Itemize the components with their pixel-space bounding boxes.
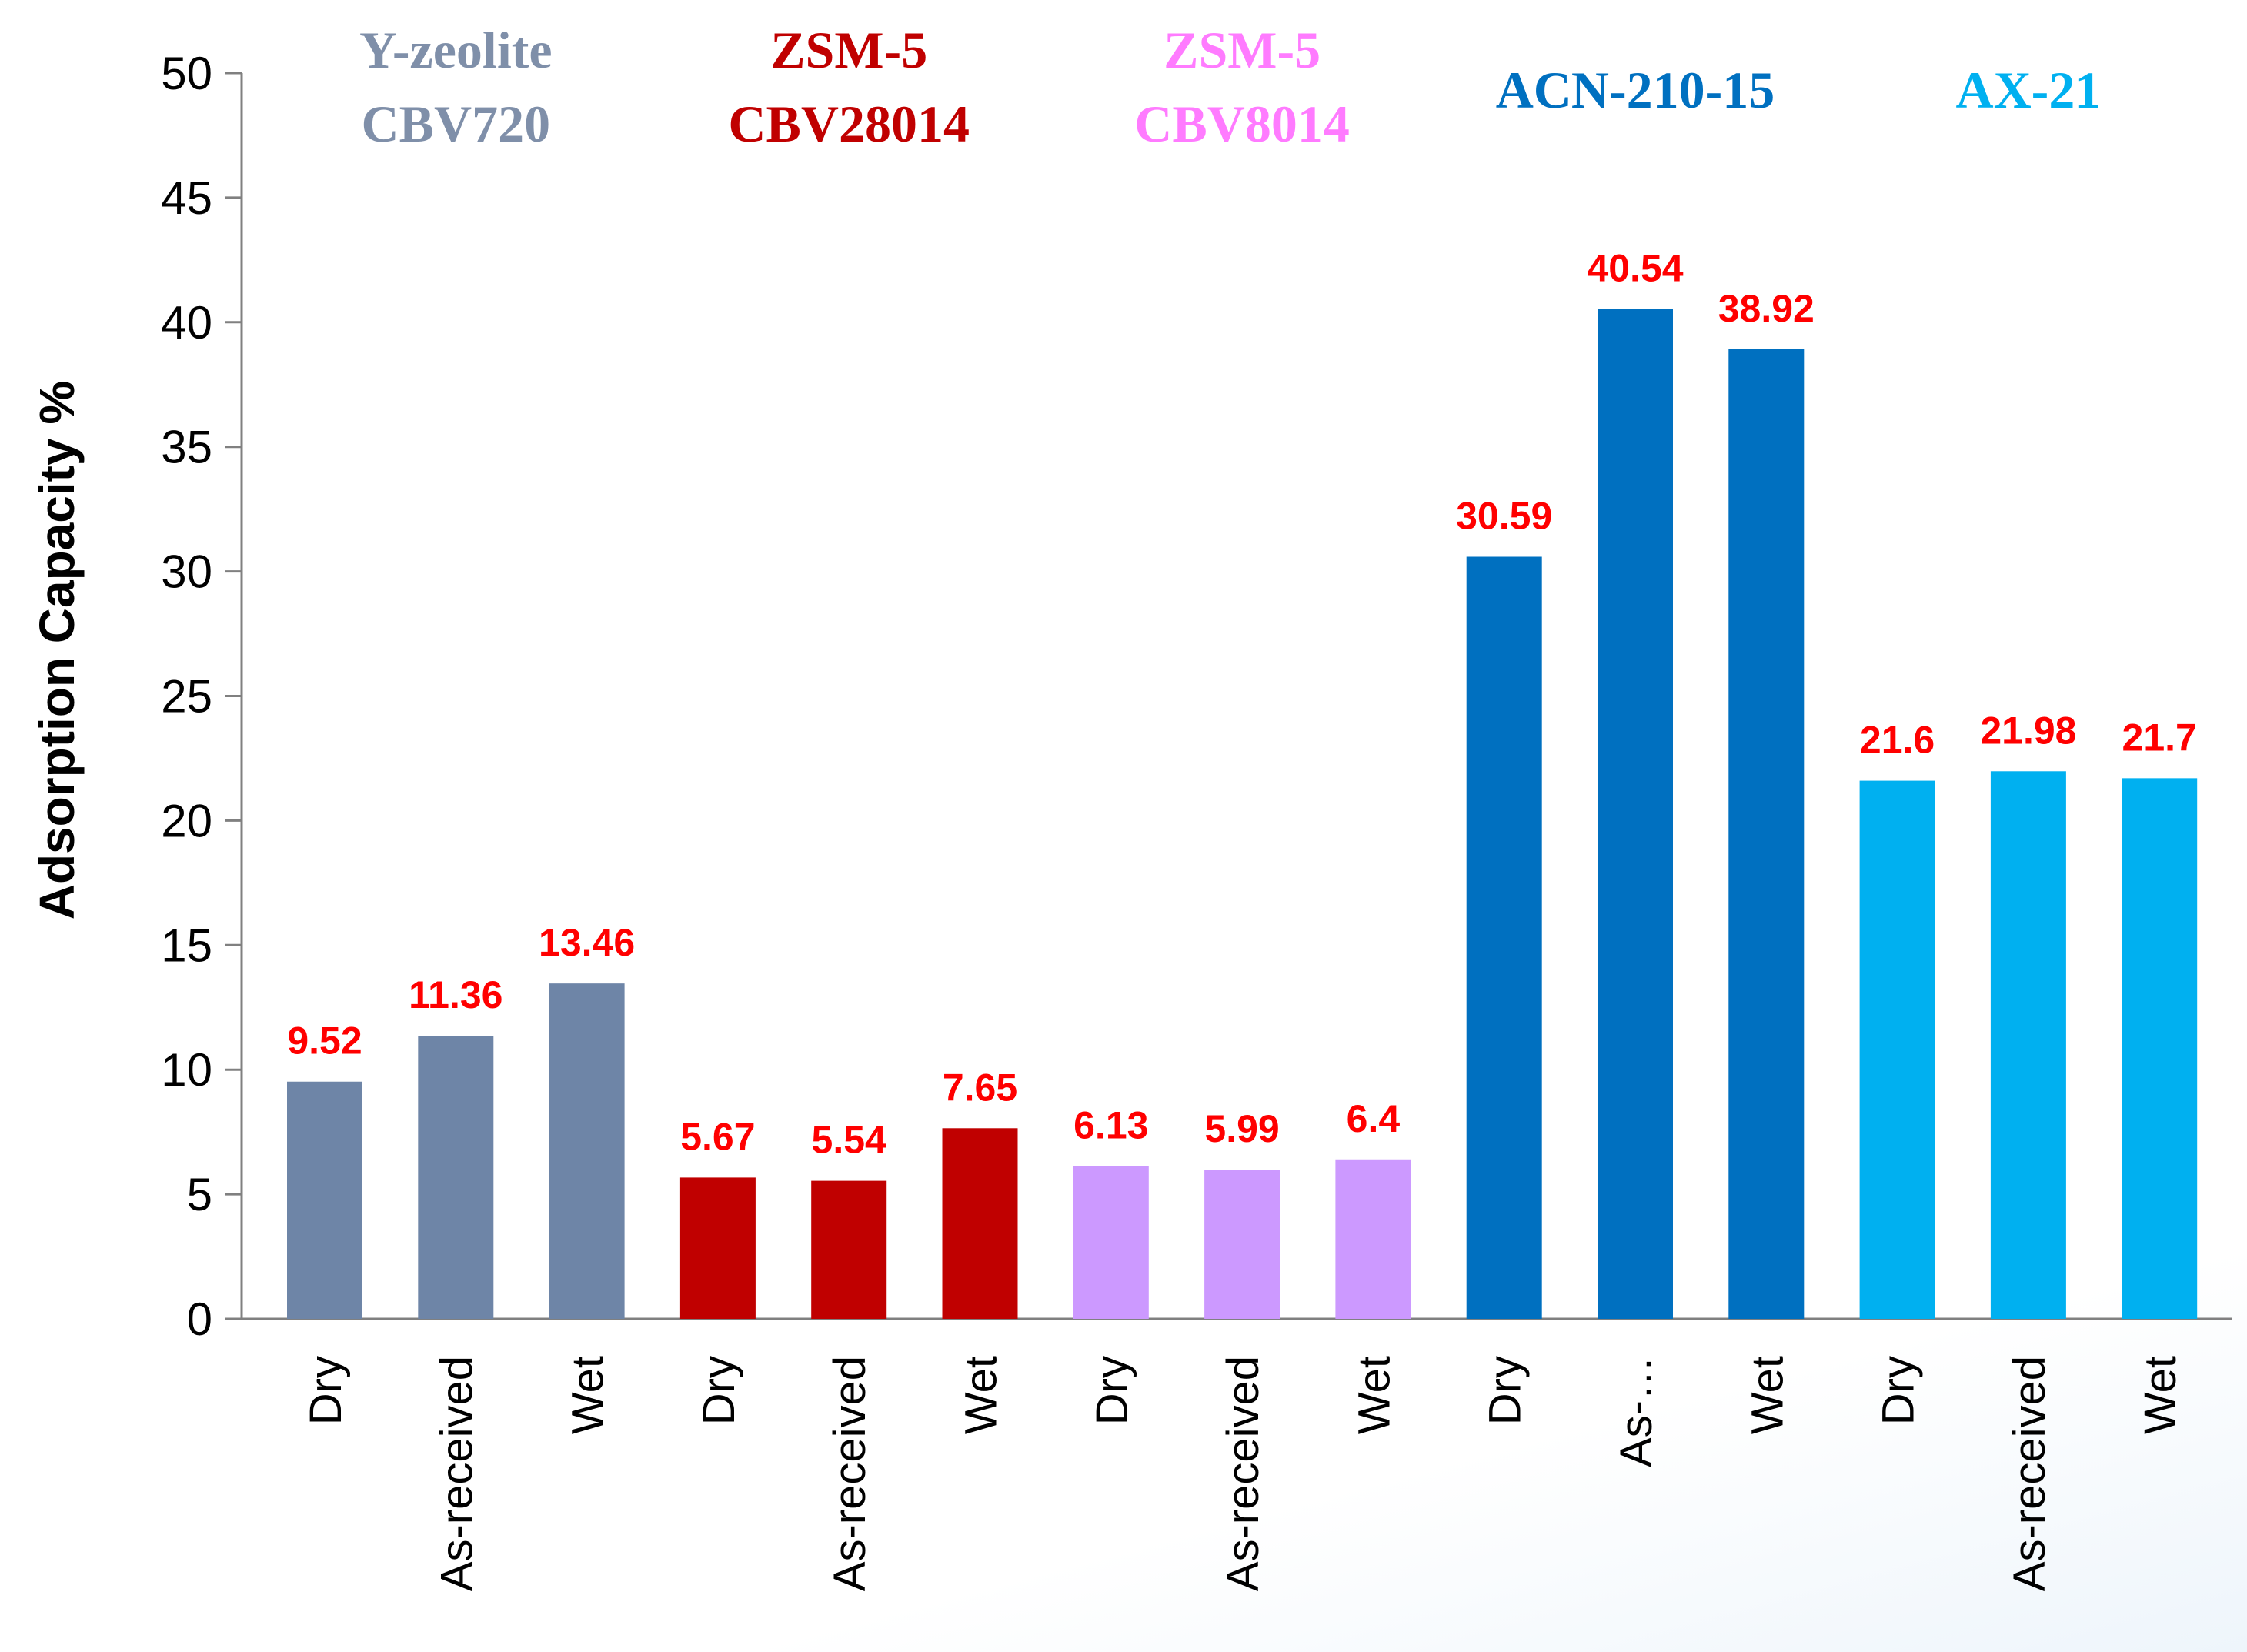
bar-value-label: 5.54 bbox=[812, 1119, 887, 1162]
x-category-label: Wet bbox=[2135, 1356, 2185, 1434]
bar-value-label: 21.6 bbox=[1860, 719, 1935, 762]
bar-value-label: 38.92 bbox=[1718, 287, 1815, 330]
bar bbox=[549, 983, 625, 1319]
y-tick-label: 5 bbox=[187, 1169, 212, 1220]
group-title-label: CBV8014 bbox=[1134, 95, 1350, 153]
bar bbox=[287, 1081, 362, 1319]
y-tick-label: 25 bbox=[161, 671, 212, 723]
x-category-label: As-received bbox=[432, 1356, 482, 1591]
y-tick-label: 10 bbox=[161, 1044, 212, 1096]
x-category-label: As-received bbox=[825, 1356, 875, 1591]
bar-value-label: 5.99 bbox=[1204, 1107, 1279, 1150]
bar bbox=[679, 1177, 756, 1319]
x-category-label: Wet bbox=[1349, 1356, 1399, 1434]
bar bbox=[1073, 1166, 1149, 1319]
bar bbox=[2122, 778, 2198, 1319]
bar bbox=[1859, 780, 1935, 1319]
bar bbox=[418, 1036, 494, 1319]
x-category-label: As-received bbox=[2005, 1356, 2055, 1591]
x-category-label: Wet bbox=[957, 1356, 1007, 1434]
bar bbox=[1204, 1170, 1280, 1319]
y-axis-title: Adsorption Capacity % bbox=[29, 381, 85, 920]
bar bbox=[811, 1180, 887, 1319]
bar bbox=[1990, 771, 2066, 1319]
bar-value-label: 5.67 bbox=[680, 1115, 755, 1158]
bar-value-label: 9.52 bbox=[287, 1020, 362, 1063]
bar-value-label: 21.98 bbox=[1980, 709, 2076, 752]
bar-value-label: 7.65 bbox=[943, 1066, 1017, 1109]
x-category-label: Dry bbox=[301, 1356, 351, 1425]
y-tick-label: 0 bbox=[187, 1293, 212, 1345]
bar-value-label: 11.36 bbox=[409, 973, 502, 1016]
group-title-label: ACN-210-15 bbox=[1496, 61, 1775, 119]
group-title-label: CBV28014 bbox=[728, 95, 970, 153]
bar-value-label: 13.46 bbox=[539, 921, 635, 964]
group-title-label: Y-zeolite bbox=[359, 21, 552, 79]
y-tick-label: 50 bbox=[161, 48, 212, 99]
y-tick-label: 45 bbox=[161, 172, 212, 224]
bar-value-label: 21.7 bbox=[2122, 716, 2197, 759]
x-category-label: Dry bbox=[1874, 1356, 1924, 1425]
group-title-label: ZSM-5 bbox=[770, 21, 927, 79]
x-category-label: As-received bbox=[1218, 1356, 1268, 1591]
bar bbox=[1466, 556, 1542, 1319]
group-title-label: CBV720 bbox=[362, 95, 551, 153]
group-title-label: AX-21 bbox=[1955, 61, 2101, 119]
x-category-label: Dry bbox=[1087, 1356, 1137, 1425]
bar bbox=[1598, 309, 1673, 1319]
y-tick-label: 30 bbox=[161, 546, 212, 598]
x-category-label: As-… bbox=[1611, 1356, 1661, 1467]
x-category-label: Wet bbox=[1742, 1356, 1792, 1434]
bar-value-label: 40.54 bbox=[1587, 246, 1683, 289]
x-category-label: Dry bbox=[1481, 1356, 1531, 1425]
bar-value-label: 6.13 bbox=[1073, 1104, 1148, 1147]
y-tick-label: 20 bbox=[161, 795, 212, 846]
bar bbox=[942, 1128, 1018, 1319]
group-title-label: ZSM-5 bbox=[1164, 21, 1320, 79]
x-category-label: Wet bbox=[563, 1356, 613, 1434]
y-tick-label: 40 bbox=[161, 297, 212, 349]
y-tick-label: 15 bbox=[161, 919, 212, 971]
bar bbox=[1728, 349, 1805, 1319]
y-tick-label: 35 bbox=[161, 422, 212, 473]
x-category-label: Dry bbox=[694, 1356, 744, 1425]
bar bbox=[1335, 1159, 1411, 1319]
bar-value-label: 30.59 bbox=[1456, 494, 1552, 537]
bar-value-label: 6.4 bbox=[1347, 1097, 1401, 1140]
